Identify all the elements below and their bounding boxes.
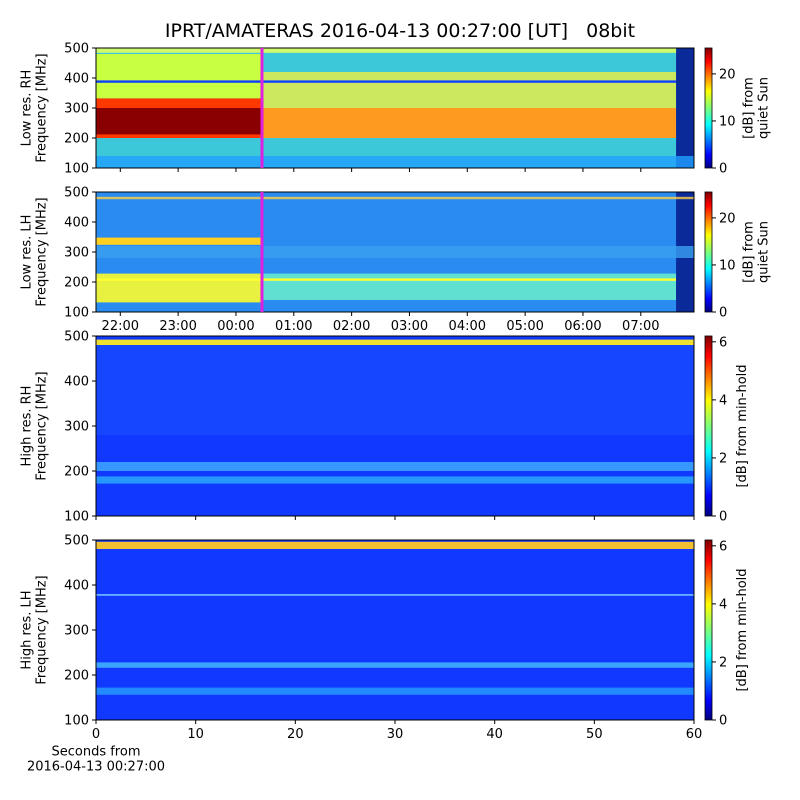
x-tick-label: 02:00	[333, 319, 370, 334]
y-tick-label: 400	[64, 579, 89, 594]
x-tick-label: 20	[287, 727, 304, 742]
spectrogram-texture	[96, 246, 694, 258]
y-tick-label: 300	[64, 420, 89, 435]
y-axis-label: Low res. LHFrequency [MHz]	[20, 197, 50, 306]
colorbar-tick-label: 2	[719, 451, 727, 466]
y-tick-label: 100	[64, 510, 89, 525]
spectrogram-texture	[96, 687, 694, 695]
spectrogram-texture	[96, 108, 264, 135]
y-tick-label: 100	[64, 714, 89, 729]
colorbar-tick-label: 2	[719, 655, 727, 670]
spectrogram-texture	[676, 48, 694, 168]
colorbar-tick-label: 10	[719, 114, 736, 129]
y-tick-label: 500	[64, 186, 89, 201]
y-axis-label: High res. LHFrequency [MHz]	[20, 575, 50, 684]
y-tick-label: 400	[64, 216, 89, 231]
x-tick-label: 23:00	[159, 319, 196, 334]
spectrogram-texture	[96, 339, 694, 345]
colorbar-label: [dB] fromquiet Sun	[742, 221, 772, 283]
y-axis-label: Low res. RHFrequency [MHz]	[20, 53, 50, 162]
y-tick-label: 300	[64, 624, 89, 639]
colorbar	[704, 47, 713, 169]
x-tick-label: 07:00	[622, 319, 659, 334]
y-tick-label: 200	[64, 276, 89, 291]
x-tick-label: 03:00	[391, 319, 428, 334]
figure-title: IPRT/AMATERAS 2016-04-13 00:27:00 [UT] 0…	[165, 20, 635, 42]
colorbar-tick-label: 4	[719, 393, 727, 408]
y-tick-label: 500	[64, 42, 89, 57]
colorbar-tick-label: 20	[719, 67, 736, 82]
spectrogram-texture	[96, 156, 694, 168]
colorbar-label: [dB] fromquiet Sun	[742, 77, 772, 139]
colorbar-tick-label: 20	[719, 211, 736, 226]
x-tick-label: 0	[92, 727, 100, 742]
y-tick-label: 300	[64, 102, 89, 117]
spectrogram-texture	[96, 476, 694, 484]
spectrogram-texture	[96, 237, 264, 245]
x-tick-label: 00:00	[217, 319, 254, 334]
x-tick-label: 40	[486, 727, 503, 742]
colorbar-tick-label: 0	[719, 162, 727, 177]
spectrogram-texture	[96, 462, 694, 471]
y-axis-label: High res. RHFrequency [MHz]	[20, 371, 50, 480]
x-tick-label: 10	[187, 727, 204, 742]
x-tick-label: 05:00	[506, 319, 543, 334]
y-tick-label: 400	[64, 375, 89, 390]
colorbar-label: [dB] from min-hold	[735, 568, 750, 691]
y-tick-label: 500	[64, 330, 89, 345]
spectrogram-texture	[263, 273, 677, 300]
spectrogram-texture	[96, 80, 677, 83]
colorbar-tick-label: 6	[719, 335, 727, 350]
colorbar-tick-label: 6	[719, 539, 727, 554]
spectrogram-texture	[96, 594, 694, 596]
y-tick-label: 200	[64, 132, 89, 147]
y-tick-label: 100	[64, 306, 89, 321]
spectrogram-texture	[96, 278, 694, 281]
spectrogram-texture	[96, 54, 264, 99]
spectrogram-texture	[96, 273, 264, 303]
x-tick-label: 06:00	[564, 319, 601, 334]
x-axis-label: Seconds from 2016-04-13 00:27:00	[27, 745, 165, 775]
x-tick-label: 50	[586, 727, 603, 742]
colorbar	[704, 335, 713, 517]
y-tick-label: 500	[64, 534, 89, 549]
y-tick-label: 300	[64, 246, 89, 261]
y-tick-label: 200	[64, 669, 89, 684]
colorbar-tick-label: 0	[719, 714, 727, 729]
spectrogram-texture	[263, 108, 677, 138]
x-tick-label: 22:00	[102, 319, 139, 334]
colorbar-tick-label: 4	[719, 597, 727, 612]
x-tick-label: 30	[387, 727, 404, 742]
colorbar-tick-label: 0	[719, 306, 727, 321]
x-tick-label: 60	[686, 727, 703, 742]
x-tick-label: 04:00	[449, 319, 486, 334]
spectrogram-texture	[96, 662, 694, 668]
spectrogram-texture	[263, 72, 677, 108]
y-tick-label: 100	[64, 162, 89, 177]
colorbar-tick-label: 10	[719, 258, 736, 273]
spectrogram-texture	[96, 541, 694, 549]
colorbar	[704, 539, 713, 721]
y-tick-label: 200	[64, 465, 89, 480]
spectrogram-texture	[96, 196, 694, 200]
colorbar-tick-label: 0	[719, 510, 727, 525]
x-tick-label: 01:00	[275, 319, 312, 334]
spectrogram-texture	[96, 48, 677, 53]
colorbar	[704, 191, 713, 313]
spectrogram-texture	[96, 345, 694, 435]
colorbar-label: [dB] from min-hold	[735, 364, 750, 487]
y-tick-label: 400	[64, 72, 89, 87]
